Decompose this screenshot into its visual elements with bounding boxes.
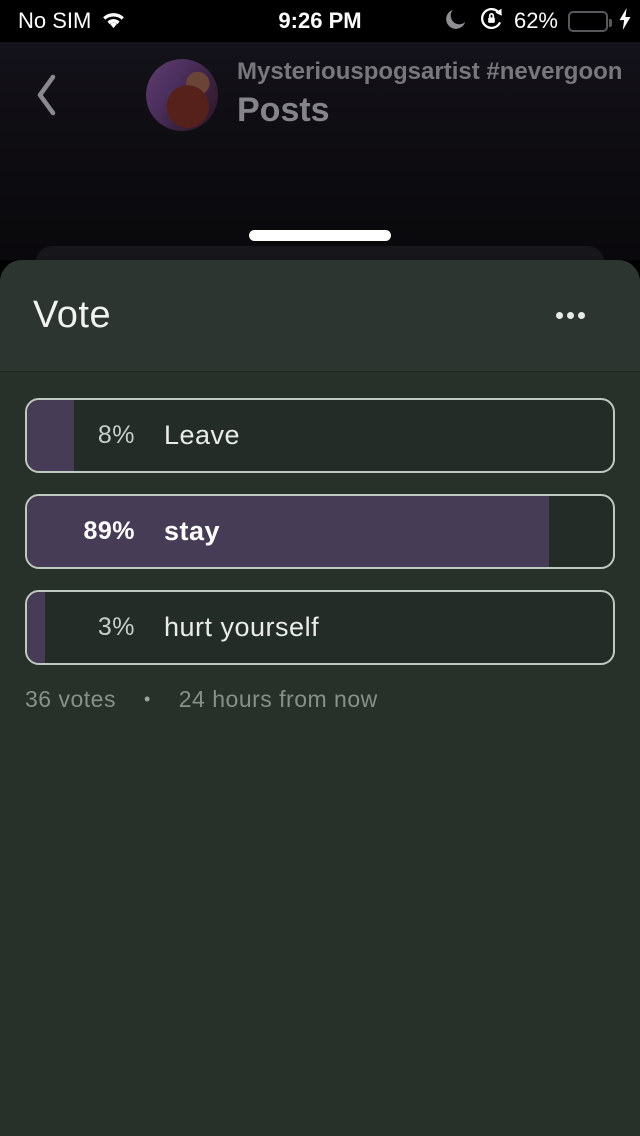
poll-option-fill	[27, 592, 45, 663]
blog-username-label: Mysteriouspogsartist #nevergoon	[237, 58, 623, 85]
dimmed-post-background: Mysteriouspogsartist #nevergoon Posts	[0, 42, 640, 260]
wifi-icon	[100, 8, 127, 34]
poll-body: 8% Leave 89% stay 3% hurt yourself 36 vo…	[0, 372, 640, 713]
sheet-header: Vote	[0, 260, 640, 372]
dot-icon	[578, 312, 585, 319]
poll-option-label: hurt yourself	[164, 612, 320, 642]
clock-label: 9:26 PM	[278, 8, 362, 33]
vote-count-label: 36 votes	[25, 686, 116, 712]
poll-option-label: Leave	[164, 420, 241, 450]
poll-footer: 36 votes • 24 hours from now	[25, 686, 615, 713]
battery-icon	[568, 10, 612, 32]
poll-option-label: stay	[164, 516, 221, 546]
poll-option-selected[interactable]: 89% stay	[25, 494, 615, 569]
battery-percent: 62%	[513, 8, 558, 33]
time-remaining-label: 24 hours from now	[178, 686, 378, 712]
sheet-title: Vote	[33, 294, 112, 336]
bullet-separator: •	[143, 689, 151, 709]
poll-option[interactable]: 3% hurt yourself	[25, 590, 615, 665]
chevron-left-icon	[32, 71, 60, 124]
back-button[interactable]	[24, 70, 68, 124]
charging-bolt-icon	[618, 7, 632, 35]
status-bar: No SIM 9:26 PM	[0, 0, 640, 42]
poll-option-percent: 3%	[97, 613, 135, 641]
page-title: Posts	[237, 91, 330, 129]
orientation-lock-icon	[479, 6, 504, 36]
moon-icon	[443, 6, 469, 37]
meatball-menu-button[interactable]	[556, 302, 585, 329]
dot-icon	[567, 312, 574, 319]
poll-option-percent: 8%	[97, 421, 135, 449]
sheet-drag-handle[interactable]	[249, 230, 391, 241]
dot-icon	[556, 312, 563, 319]
battery-tip	[609, 18, 612, 27]
poll-option-percent: 89%	[83, 517, 135, 545]
blog-avatar[interactable]	[146, 59, 218, 131]
carrier-label: No SIM	[18, 8, 92, 33]
poll-option-fill	[27, 400, 74, 471]
poll-option[interactable]: 8% Leave	[25, 398, 615, 473]
vote-bottom-sheet: Vote 8% Leave 89% stay 3% hurt yourself	[0, 260, 640, 1136]
poll-option-fill	[27, 496, 549, 567]
